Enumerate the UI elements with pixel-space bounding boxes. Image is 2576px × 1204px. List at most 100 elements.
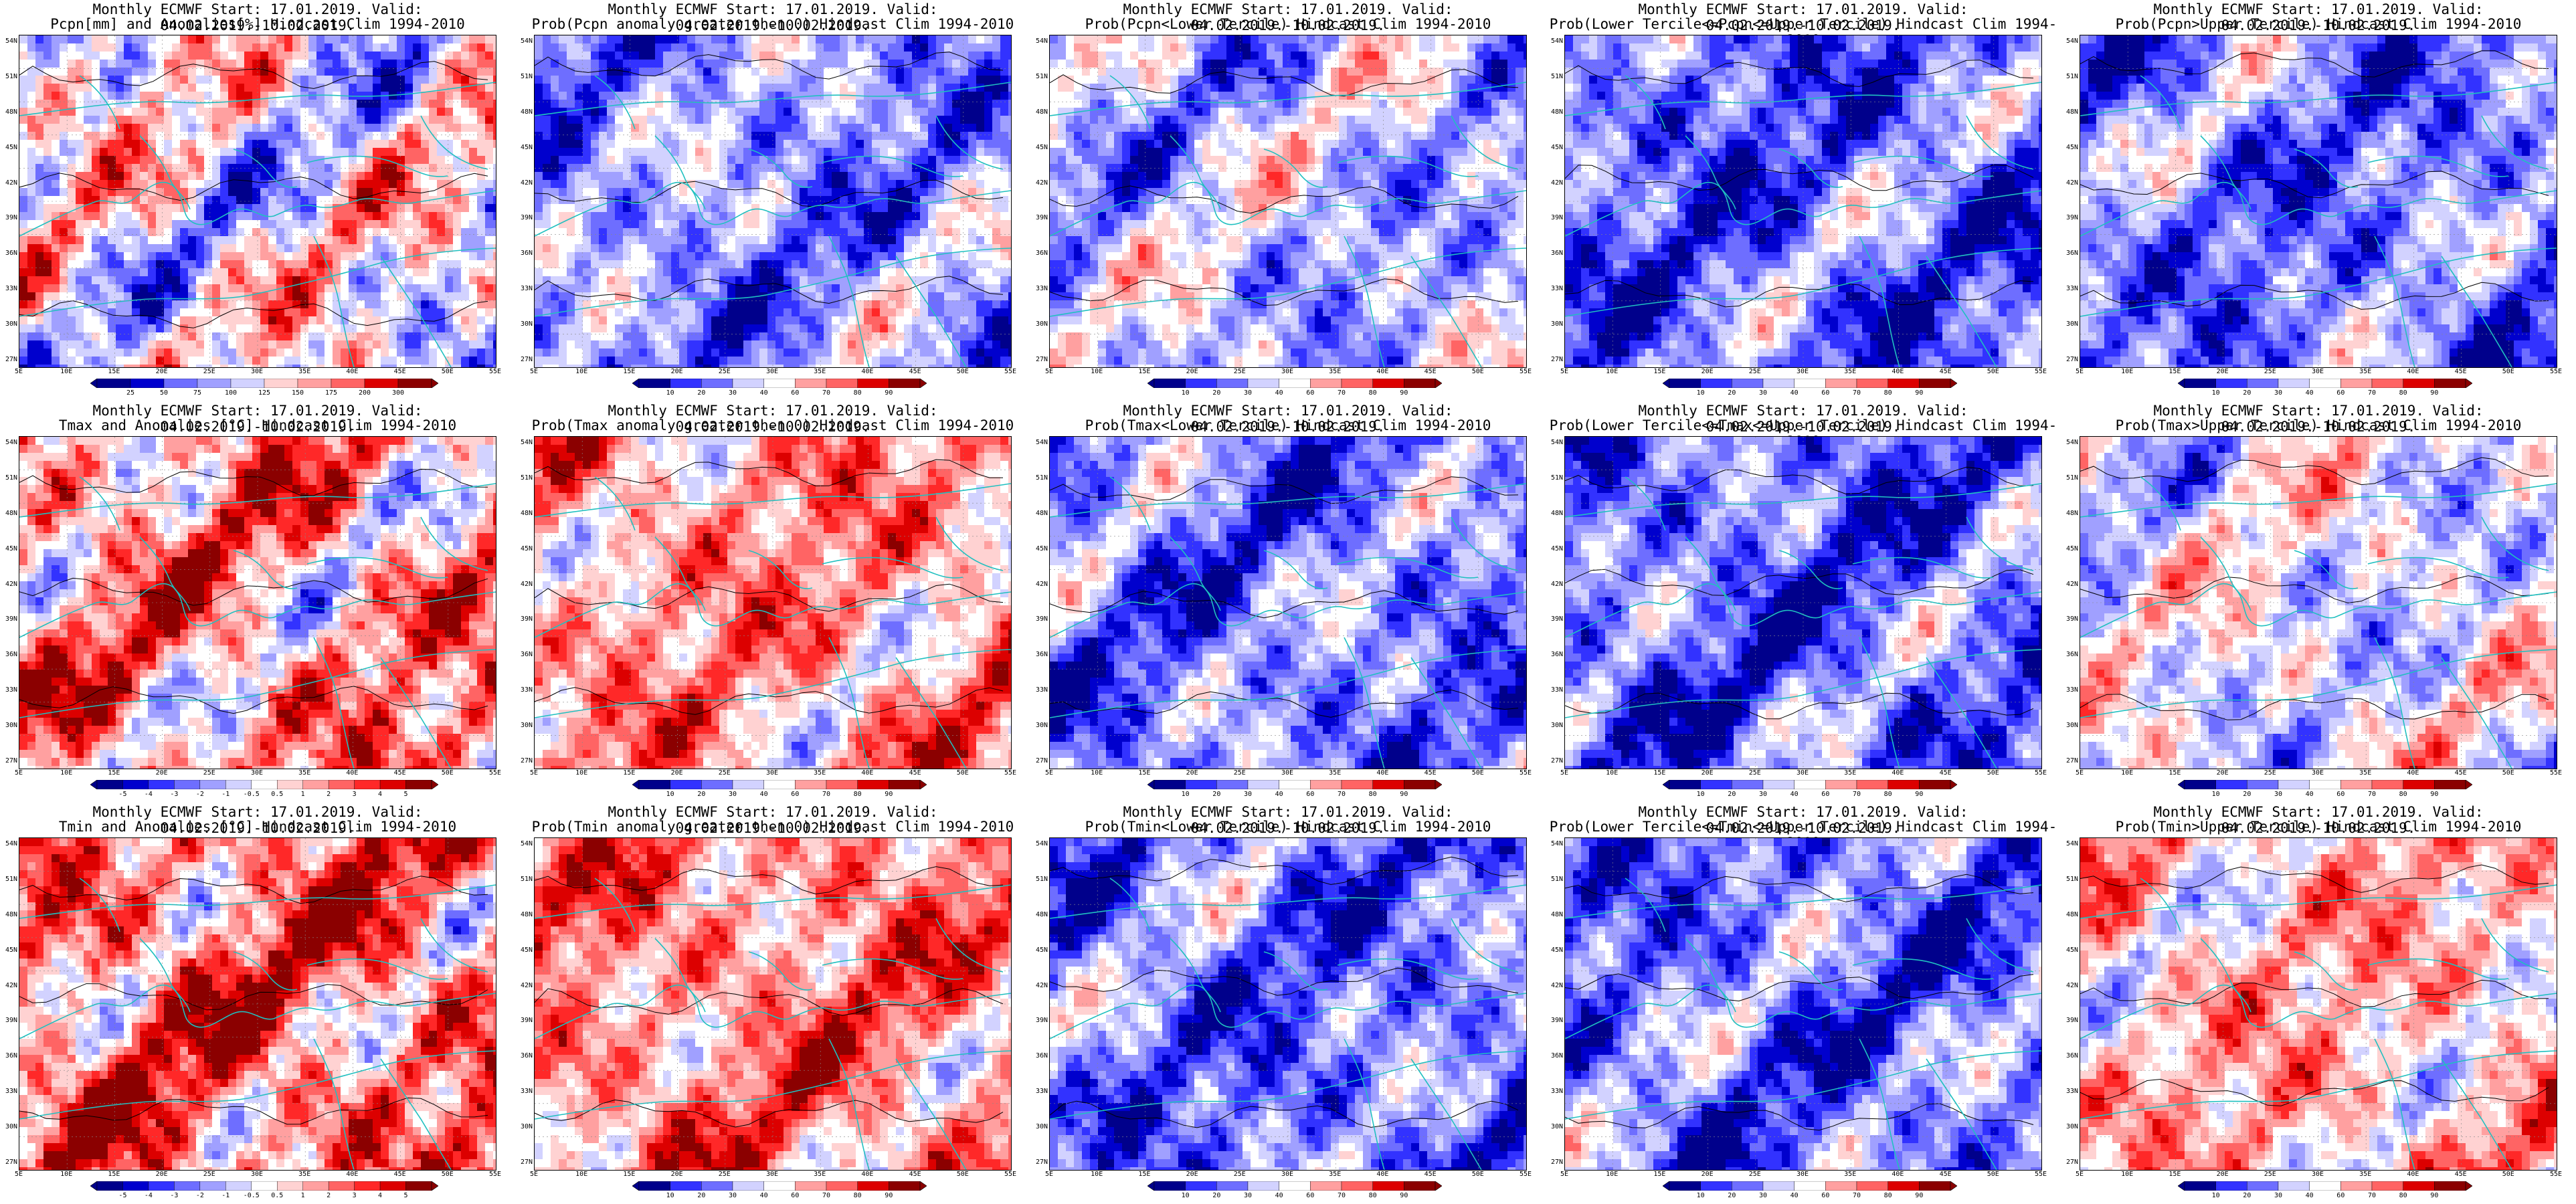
panel-title-line2: Tmin and Anomalies [°C] Hindcast Clim 19…	[0, 819, 515, 835]
map-panel: Monthly ECMWF Start: 17.01.2019. Valid: …	[1030, 401, 1546, 803]
longitude-label: 35E	[1325, 1171, 1345, 1178]
latitude-label: 39N	[2061, 214, 2078, 221]
colorbar-label: 60	[785, 791, 805, 798]
forecast-map	[19, 837, 496, 1171]
longitude-label: 40E	[1888, 1171, 1908, 1178]
forecast-map	[534, 837, 1012, 1171]
colorbar-label: 40	[754, 791, 774, 798]
colorbar-label: 80	[1878, 1192, 1898, 1199]
panel-title-line1: Monthly ECMWF Start: 17.01.2019. Valid: …	[1546, 1, 2061, 33]
colorbar-label: 40	[754, 389, 774, 397]
latitude-label: 51N	[1546, 876, 1563, 883]
colorbar-label: 70	[816, 1192, 836, 1199]
map-panel: Monthly ECMWF Start: 17.01.2019. Valid: …	[0, 803, 515, 1204]
longitude-label: 40E	[342, 368, 362, 375]
longitude-label: 40E	[1372, 769, 1392, 777]
latitude-label: 36N	[1546, 1052, 1563, 1060]
latitude-label: 51N	[1030, 73, 1048, 80]
colorbar-label: 80	[848, 791, 868, 798]
colorbar-label: 90	[879, 791, 899, 798]
map-panel: Monthly ECMWF Start: 17.01.2019. Valid: …	[0, 401, 515, 803]
forecast-map	[534, 35, 1012, 368]
longitude-label: 30E	[1277, 769, 1297, 777]
longitude-label: 55E	[2546, 769, 2566, 777]
colorbar-label: 60	[2330, 791, 2351, 798]
longitude-label: 45E	[2451, 1171, 2471, 1178]
latitude-label: 54N	[2061, 840, 2078, 847]
colorbar-label: 3	[345, 791, 365, 798]
colorbar-label: 175	[321, 389, 341, 397]
latitude-label: 39N	[1030, 214, 1048, 221]
colorbar-label: 4	[370, 791, 390, 798]
longitude-label: 35E	[2355, 1171, 2375, 1178]
forecast-map	[19, 35, 496, 368]
colorbar-label: 10	[2206, 389, 2226, 397]
colorbar	[1147, 1181, 1442, 1191]
latitude-label: 45N	[0, 144, 17, 151]
latitude-label: 27N	[515, 1159, 533, 1166]
longitude-label: 40E	[1372, 368, 1392, 375]
map-panel: Monthly ECMWF Start: 17.01.2019. Valid: …	[1546, 401, 2061, 803]
colorbar-label: 10	[1691, 389, 1711, 397]
panel-title-line1: Monthly ECMWF Start: 17.01.2019. Valid: …	[0, 1, 515, 33]
colorbar-label: 90	[2424, 1192, 2444, 1199]
colorbar-label: -2	[190, 1192, 210, 1199]
panel-title-line2: Prob(Tmin anomaly greater then 0) Hindca…	[515, 819, 1030, 835]
colorbar-label: 40	[754, 1192, 774, 1199]
colorbar-label: 150	[288, 389, 308, 397]
colorbar-label: 70	[1847, 389, 1867, 397]
latitude-label: 36N	[0, 1052, 17, 1060]
longitude-label: 15E	[1649, 769, 1669, 777]
latitude-label: 27N	[0, 757, 17, 765]
longitude-label: 55E	[2546, 1171, 2566, 1178]
latitude-label: 42N	[1030, 581, 1048, 588]
latitude-label: 36N	[2061, 651, 2078, 658]
longitude-label: 5E	[1554, 1171, 1574, 1178]
latitude-label: 42N	[2061, 581, 2078, 588]
colorbar-label: 10	[2206, 1192, 2226, 1199]
longitude-label: 25E	[1230, 769, 1250, 777]
longitude-label: 5E	[1039, 1171, 1059, 1178]
longitude-label: 30E	[762, 368, 782, 375]
colorbar-label: 10	[1691, 1192, 1711, 1199]
latitude-label: 33N	[0, 1088, 17, 1095]
forecast-map	[1564, 436, 2042, 769]
latitude-label: 30N	[2061, 722, 2078, 729]
panel-title-line2: Prob(Tmax>Upper Tercile) Hindcast Clim 1…	[2061, 417, 2576, 433]
longitude-label: 50E	[2498, 1171, 2518, 1178]
latitude-label: 54N	[0, 840, 17, 847]
colorbar-label: 20	[2237, 791, 2257, 798]
panel-title-line2: Prob(Pcpn<Lower Tercile) Hindcast Clim 1…	[1030, 16, 1546, 32]
latitude-label: 27N	[1546, 757, 1563, 765]
colorbar	[632, 780, 927, 789]
longitude-label: 40E	[1888, 368, 1908, 375]
colorbar-label: 90	[1909, 389, 1929, 397]
colorbar-label: 60	[785, 1192, 805, 1199]
latitude-label: 39N	[1546, 615, 1563, 623]
latitude-label: 30N	[0, 722, 17, 729]
longitude-label: 45E	[390, 769, 410, 777]
colorbar	[2178, 379, 2472, 388]
panel-title-line2: Prob(Tmax<Lower Tercile) Hindcast Clim 1…	[1030, 417, 1546, 433]
longitude-label: 35E	[1840, 1171, 1860, 1178]
longitude-label: 30E	[1792, 368, 1813, 375]
colorbar-label: 40	[1269, 1192, 1289, 1199]
colorbar-label: 10	[1176, 1192, 1196, 1199]
colorbar-label: 20	[1206, 389, 1226, 397]
longitude-label: 25E	[715, 1171, 735, 1178]
colorbar-label: 60	[2330, 389, 2351, 397]
latitude-label: 54N	[1030, 37, 1048, 45]
panel-title-line2: Prob(Pcpn anomaly greater then 0) Hindca…	[515, 16, 1030, 32]
longitude-label: 25E	[1745, 368, 1765, 375]
colorbar-label: 70	[1847, 791, 1867, 798]
longitude-label: 20E	[2213, 1171, 2233, 1178]
latitude-label: 39N	[1030, 615, 1048, 623]
longitude-label: 25E	[2260, 1171, 2280, 1178]
latitude-label: 30N	[515, 320, 533, 328]
latitude-label: 30N	[515, 1123, 533, 1130]
latitude-label: 36N	[1030, 1052, 1048, 1060]
longitude-label: 5E	[524, 1171, 544, 1178]
colorbar-label: 80	[1878, 389, 1898, 397]
latitude-label: 30N	[1546, 1123, 1563, 1130]
colorbar-label: 80	[848, 1192, 868, 1199]
